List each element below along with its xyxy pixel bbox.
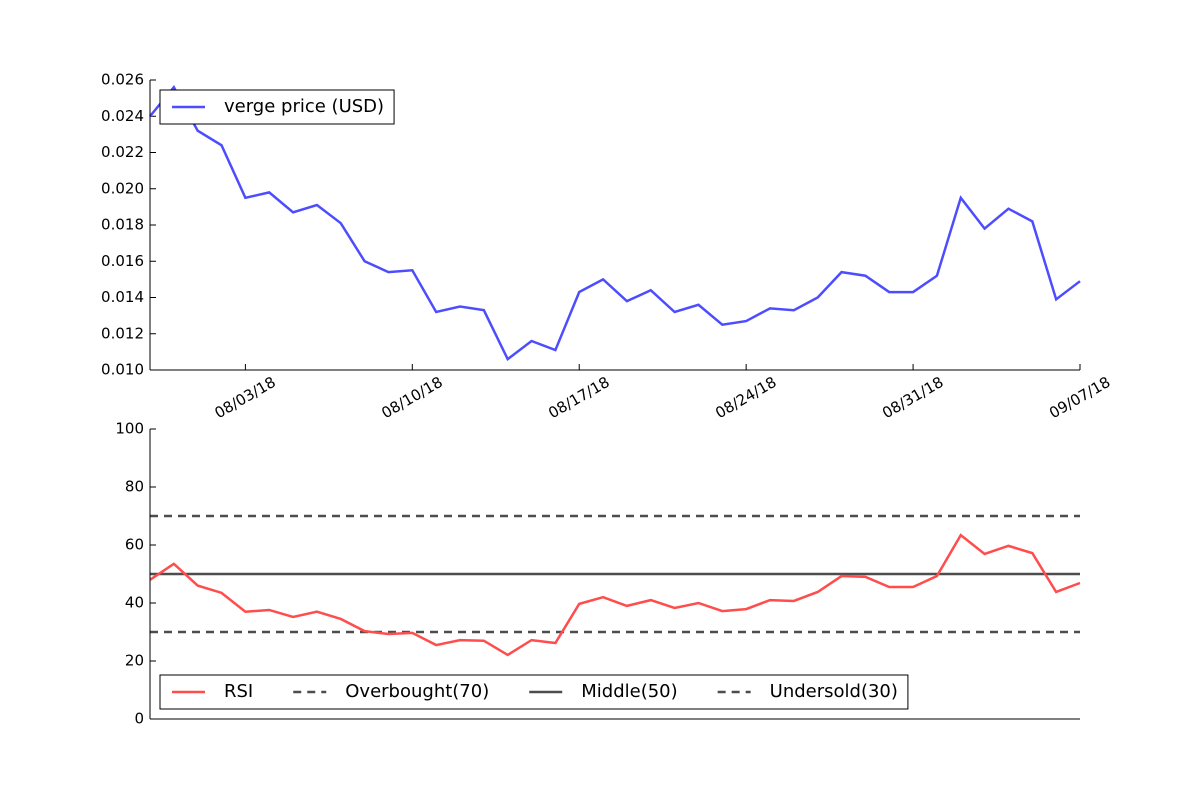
legend-label: Undersold(30) bbox=[770, 681, 898, 702]
y-tick-label: 0.010 bbox=[101, 361, 144, 379]
x-tick-label: 08/17/18 bbox=[545, 373, 612, 422]
y-tick-label: 0.020 bbox=[101, 179, 144, 197]
price-line bbox=[149, 533, 1081, 657]
y-tick-label: 0 bbox=[134, 710, 144, 728]
y-tick-label: 0.012 bbox=[101, 324, 144, 342]
legend-label: Middle(50) bbox=[581, 681, 677, 702]
y-tick-label: 0.024 bbox=[101, 107, 144, 125]
y-tick-label: 0.026 bbox=[101, 71, 144, 89]
x-tick-label: 08/10/18 bbox=[378, 373, 445, 422]
legend-label: Overbought(70) bbox=[345, 681, 489, 702]
y-tick-label: 0.014 bbox=[101, 288, 144, 306]
x-tick-label: 08/03/18 bbox=[211, 373, 278, 422]
x-tick-label: 08/31/18 bbox=[879, 373, 946, 422]
legend: RSI Overbought(70) Middle(50) Undersold(30) bbox=[159, 674, 909, 710]
legend-label: verge price (USD) bbox=[224, 96, 384, 117]
y-tick-label: 100 bbox=[115, 420, 144, 438]
y-tick-label: 20 bbox=[125, 652, 144, 670]
x-tick-label: 09/07/18 bbox=[1046, 373, 1113, 422]
y-tick-label: 0.018 bbox=[101, 216, 144, 234]
y-tick-label: 40 bbox=[125, 594, 144, 612]
y-tick-label: 80 bbox=[125, 478, 144, 496]
y-tick-label: 60 bbox=[125, 536, 144, 554]
y-tick-label: 0.016 bbox=[101, 252, 144, 270]
price-line bbox=[149, 85, 1081, 362]
legend-label: RSI bbox=[224, 681, 253, 702]
x-tick-label: 08/24/18 bbox=[712, 373, 779, 422]
y-tick-label: 0.022 bbox=[101, 143, 144, 161]
legend: verge price (USD) bbox=[159, 89, 395, 125]
